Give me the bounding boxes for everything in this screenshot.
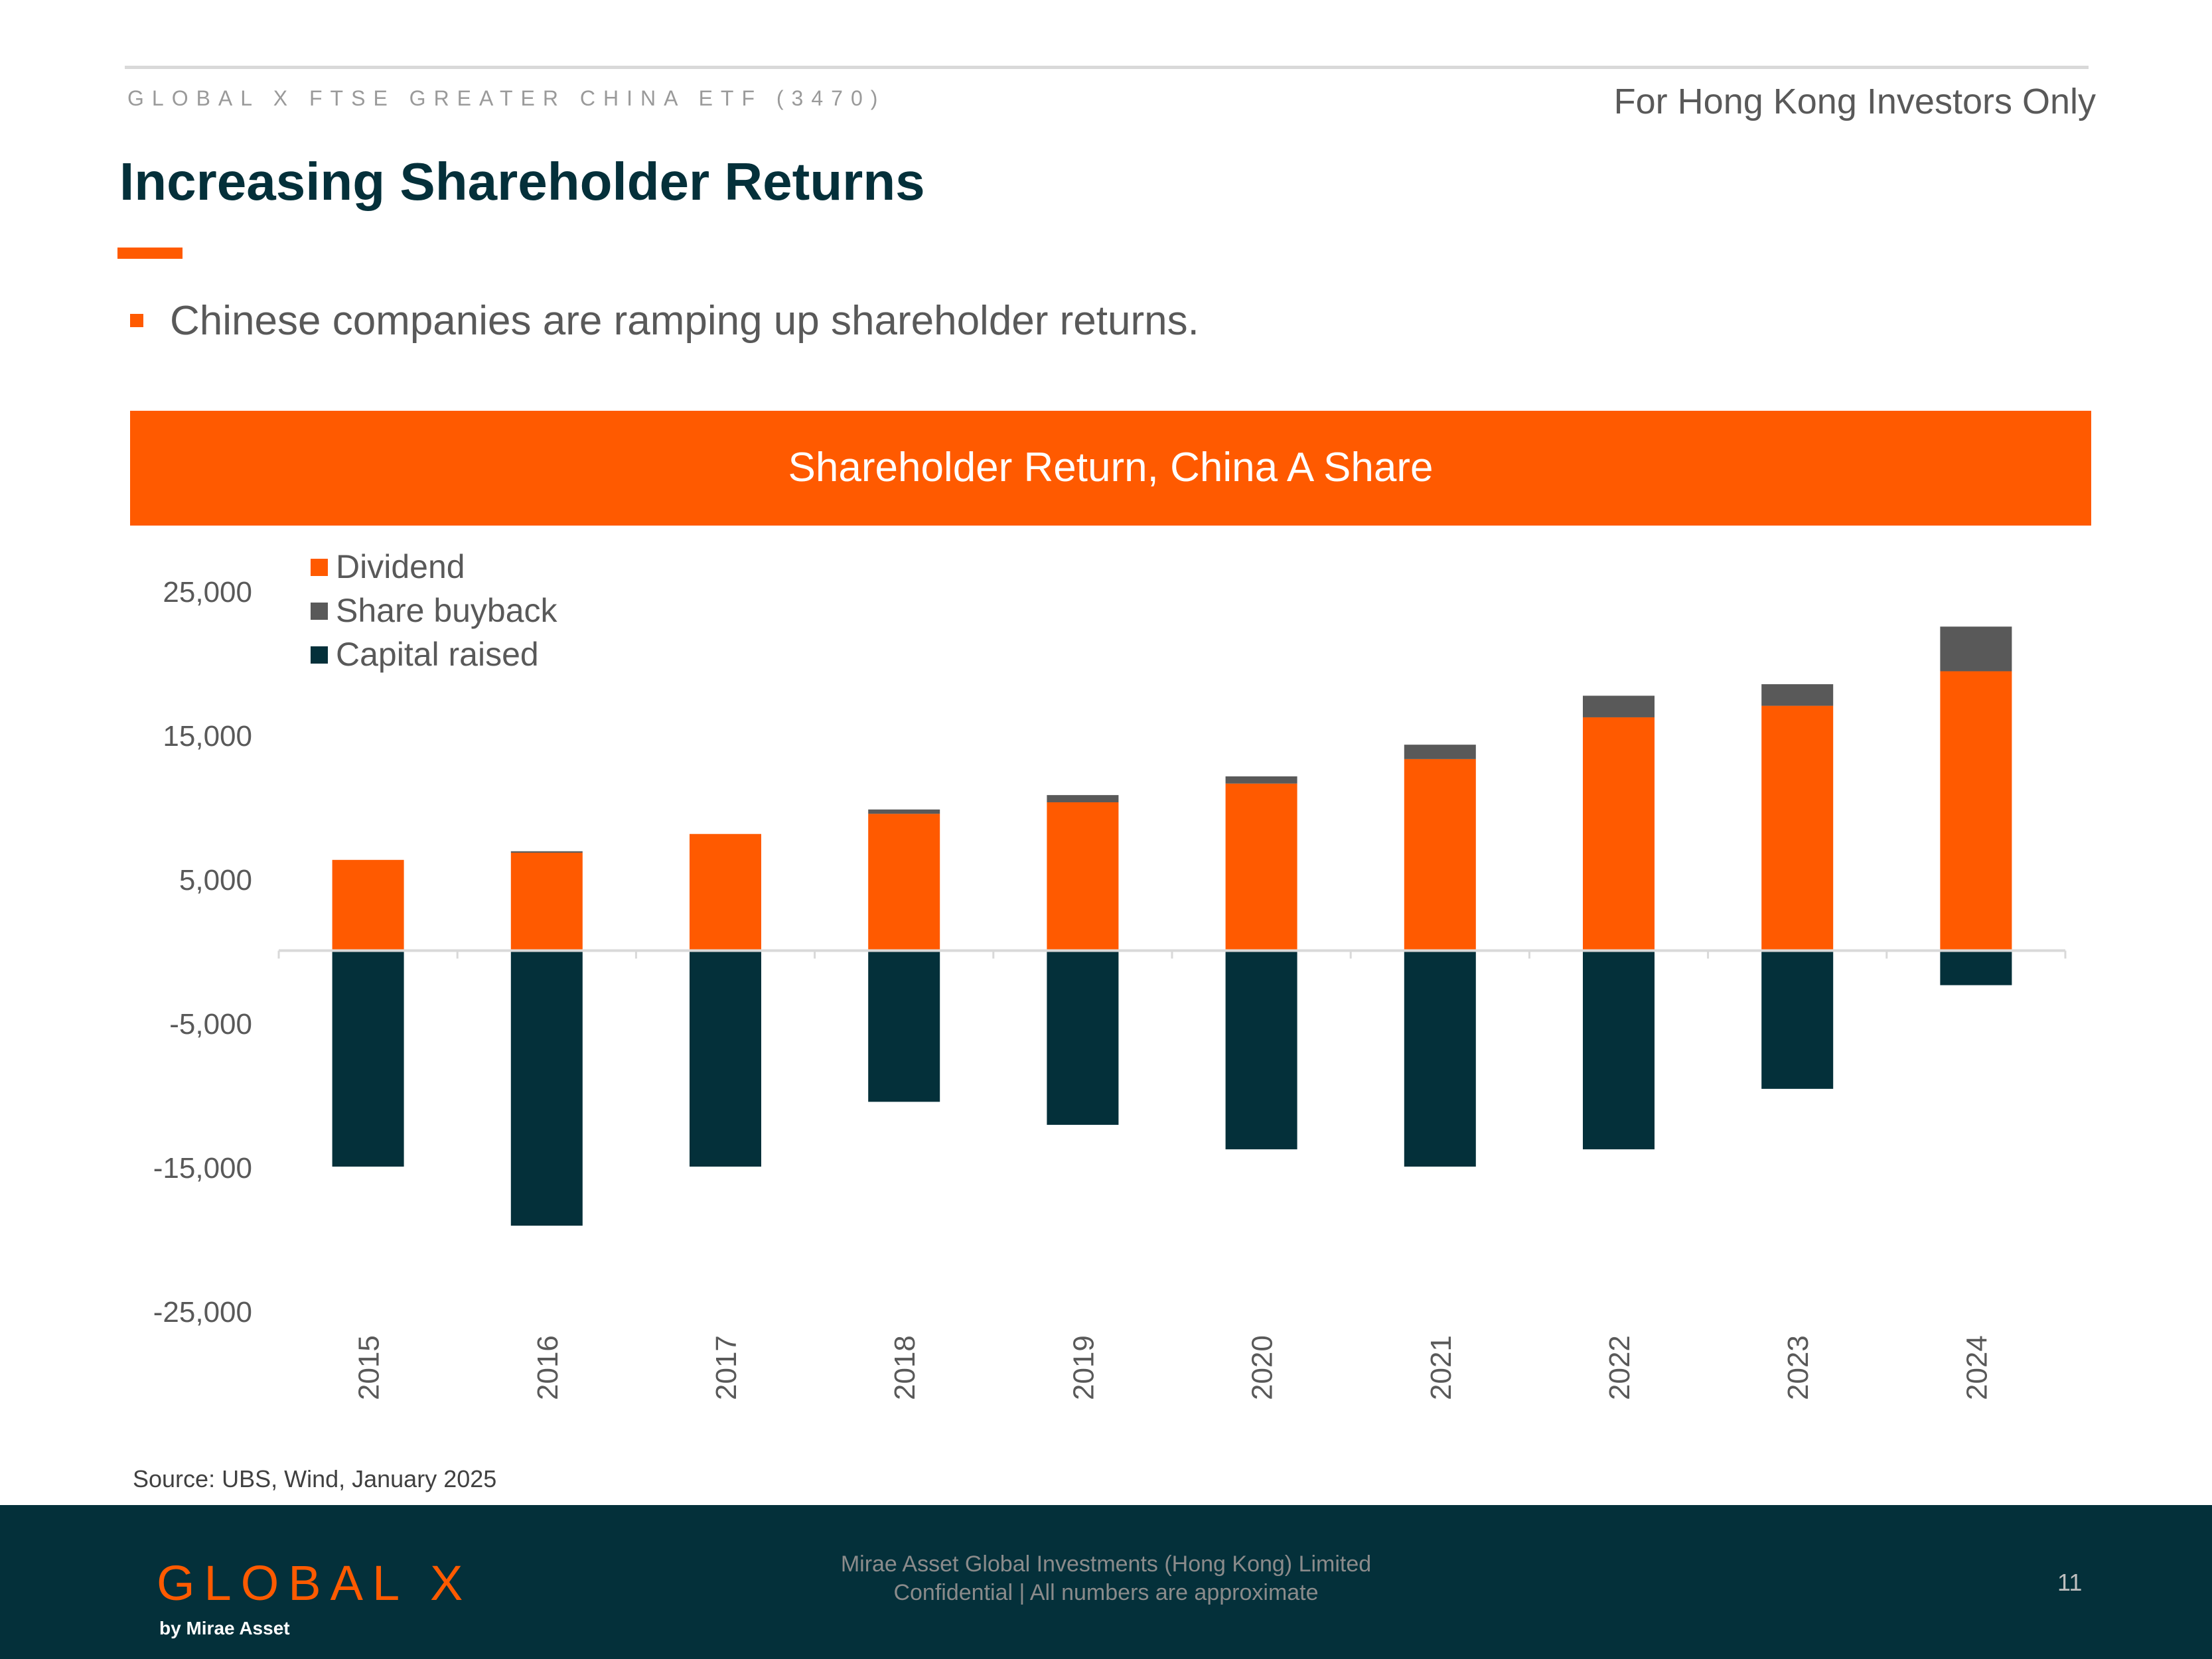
bar-share-buyback-2016 bbox=[510, 851, 583, 853]
bar-capital-raised-2021 bbox=[1404, 950, 1476, 1167]
bar-dividend-2020 bbox=[1225, 783, 1297, 951]
fund-name: GLOBAL X FTSE GREATER CHINA ETF (3470) bbox=[127, 86, 886, 110]
chart-title: Shareholder Return, China A Share bbox=[788, 445, 1434, 490]
legend-swatch-capital-raised bbox=[311, 646, 328, 664]
logo-wordmark: GLOBAL X bbox=[157, 1555, 473, 1611]
source-note: Source: UBS, Wind, January 2025 bbox=[133, 1465, 497, 1492]
x-tick-label: 2023 bbox=[1782, 1335, 1814, 1400]
bar-share-buyback-2018 bbox=[868, 809, 940, 814]
x-tick-label: 2016 bbox=[532, 1335, 564, 1400]
y-tick-label: 15,000 bbox=[163, 720, 252, 753]
bar-dividend-2021 bbox=[1404, 758, 1476, 951]
bar-share-buyback-2022 bbox=[1583, 695, 1655, 717]
bar-share-buyback-2024 bbox=[1940, 626, 2012, 672]
bar-share-buyback-2023 bbox=[1761, 684, 1834, 706]
top-divider bbox=[125, 66, 2089, 69]
footer: GLOBAL X by Mirae Asset Mirae Asset Glob… bbox=[0, 1505, 2212, 1659]
x-tick-label: 2020 bbox=[1246, 1335, 1279, 1400]
global-x-logo: GLOBAL X by Mirae Asset bbox=[157, 1555, 473, 1638]
footer-disclaimer: Confidential | All numbers are approxima… bbox=[893, 1580, 1319, 1605]
bar-dividend-2022 bbox=[1583, 717, 1655, 951]
bullet-text: Chinese companies are ramping up shareho… bbox=[170, 298, 1199, 344]
bar-capital-raised-2020 bbox=[1225, 950, 1297, 1149]
bar-capital-raised-2015 bbox=[332, 950, 404, 1167]
footer-company: Mirae Asset Global Investments (Hong Kon… bbox=[840, 1551, 1372, 1577]
logo-subtitle: by Mirae Asset bbox=[159, 1618, 290, 1638]
y-tick-label: -25,000 bbox=[153, 1296, 252, 1329]
footer-text: Mirae Asset Global Investments (Hong Kon… bbox=[0, 1550, 2212, 1607]
bar-dividend-2023 bbox=[1761, 705, 1834, 951]
legend-label-share-buyback: Share buyback bbox=[336, 592, 557, 629]
bar-dividend-2024 bbox=[1940, 671, 2012, 951]
legend-swatch-dividend bbox=[311, 559, 328, 576]
x-tick-label: 2024 bbox=[1960, 1335, 1993, 1400]
page-number: 11 bbox=[2057, 1569, 2083, 1596]
bullet-square-icon bbox=[130, 314, 143, 327]
y-tick-label: 5,000 bbox=[179, 864, 252, 897]
bar-share-buyback-2020 bbox=[1225, 776, 1297, 784]
y-tick-label: -5,000 bbox=[169, 1008, 252, 1041]
title-accent-bar bbox=[117, 248, 183, 259]
bar-share-buyback-2019 bbox=[1047, 795, 1119, 802]
bar-capital-raised-2023 bbox=[1761, 950, 1834, 1089]
stacked-bar-chart: 25,000 15,000 5,000 -5,000 -15,000 -25,000 201… bbox=[153, 576, 2067, 1400]
x-tick-label: 2018 bbox=[889, 1335, 921, 1400]
chart-title-banner: Shareholder Return, China A Share bbox=[130, 411, 2091, 526]
bar-capital-raised-2017 bbox=[690, 950, 761, 1167]
legend-swatch-share-buyback bbox=[311, 603, 328, 620]
bar-capital-raised-2022 bbox=[1583, 950, 1655, 1149]
x-tick-label: 2022 bbox=[1603, 1335, 1636, 1400]
y-tick-label: -15,000 bbox=[153, 1152, 252, 1185]
bar-share-buyback-2021 bbox=[1404, 745, 1476, 759]
bar-capital-raised-2024 bbox=[1940, 950, 2012, 985]
x-tick-label: 2015 bbox=[353, 1335, 386, 1400]
legend-label-dividend: Dividend bbox=[336, 548, 465, 585]
x-tick-label: 2021 bbox=[1425, 1335, 1457, 1400]
bar-dividend-2017 bbox=[690, 833, 761, 951]
bar-capital-raised-2016 bbox=[510, 950, 583, 1226]
bar-dividend-2015 bbox=[332, 859, 404, 951]
bar-dividend-2019 bbox=[1047, 802, 1119, 951]
page-title: Increasing Shareholder Returns bbox=[119, 152, 925, 211]
legend-label-capital-raised: Capital raised bbox=[336, 636, 539, 673]
bar-capital-raised-2018 bbox=[868, 950, 940, 1102]
x-tick-label: 2019 bbox=[1067, 1335, 1100, 1400]
bar-dividend-2018 bbox=[868, 814, 940, 951]
x-tick-label: 2017 bbox=[710, 1335, 743, 1400]
investors-note: For Hong Kong Investors Only bbox=[1613, 82, 2096, 121]
y-tick-label: 25,000 bbox=[163, 576, 252, 609]
bar-capital-raised-2019 bbox=[1047, 950, 1119, 1125]
bar-dividend-2016 bbox=[510, 852, 583, 951]
